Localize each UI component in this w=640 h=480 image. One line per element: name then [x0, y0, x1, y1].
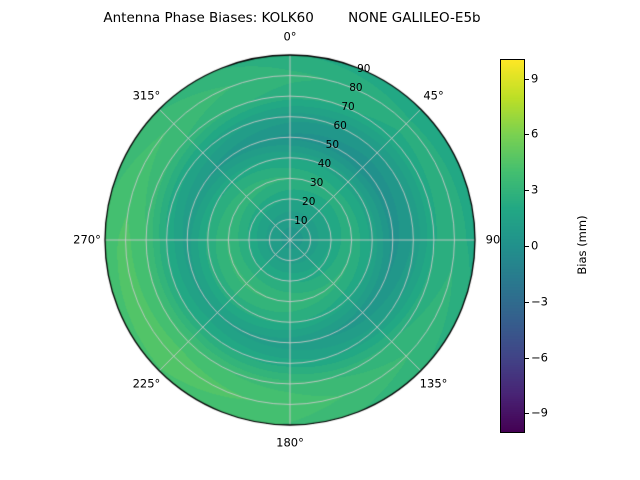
theta-tick-label: 180°	[276, 435, 304, 450]
colorbar-tick-mark	[525, 190, 529, 192]
theta-tick-label: 315°	[132, 88, 161, 103]
theta-tick-label: 270°	[73, 232, 101, 247]
colorbar-axis-label: Bias (mm)	[575, 215, 589, 275]
radial-tick-label: 50	[325, 138, 340, 151]
theta-tick-label: 135°	[419, 375, 448, 390]
colorbar-tick-mark	[525, 134, 529, 136]
colorbar-tick-mark	[525, 246, 529, 247]
radial-tick-label: 70	[341, 100, 355, 113]
theta-tick-label: 90	[485, 232, 501, 247]
radial-tick-label: 90	[357, 62, 371, 75]
colorbar-tick-mark	[525, 413, 529, 415]
colorbar-tick-label: −3	[531, 294, 548, 309]
colorbar-tick-label: 3	[531, 182, 539, 197]
radial-tick-label: 40	[317, 157, 332, 170]
radial-tick-label: 20	[302, 195, 316, 208]
colorbar-tick-label: −6	[531, 349, 548, 364]
colorbar-tick-label: 6	[531, 126, 539, 141]
radial-tick-label: 80	[349, 81, 363, 94]
colorbar-tick-mark	[525, 357, 529, 359]
radial-tick-label: 60	[333, 119, 347, 132]
colorbar-tick-label: −9	[531, 405, 548, 420]
colorbar-tick-mark	[525, 301, 529, 303]
colorbar-tick-label: 9	[531, 70, 539, 85]
radial-tick-label: 30	[309, 176, 324, 189]
theta-tick-label: 225°	[132, 375, 161, 390]
colorbar-tick-mark	[525, 78, 529, 80]
colorbar-tick-label: 0	[531, 238, 539, 253]
theta-tick-label: 0°	[283, 29, 297, 44]
theta-tick-label: 45°	[423, 88, 444, 103]
colorbar-gradient-canvas	[500, 59, 525, 433]
radial-tick-label: 10	[294, 214, 308, 227]
